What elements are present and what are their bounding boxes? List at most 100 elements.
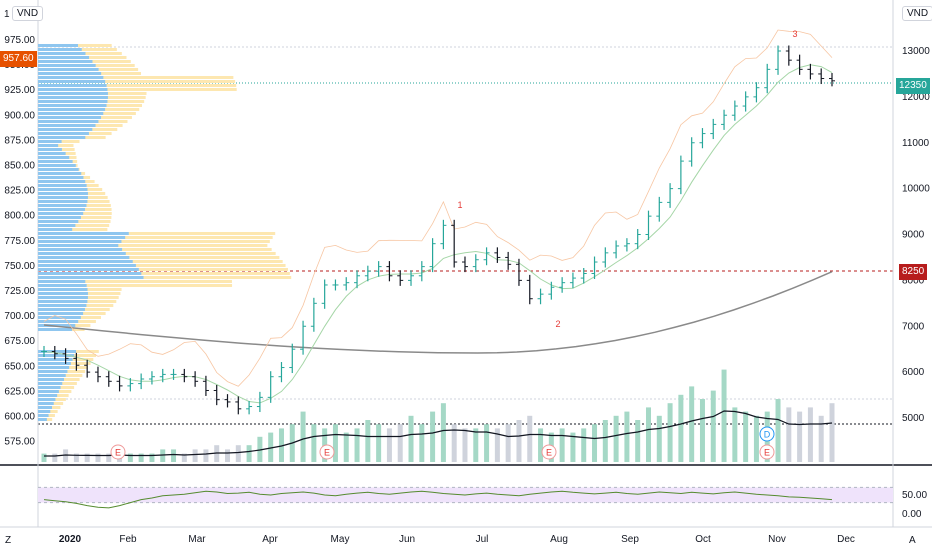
profile-buy-row — [38, 52, 86, 55]
profile-buy-row — [38, 260, 133, 263]
time-axis-tick: Mar — [188, 534, 206, 545]
profile-buy-row — [38, 180, 86, 183]
volume-bar — [73, 453, 79, 462]
volume-bar — [225, 449, 231, 462]
profile-buy-row — [38, 324, 76, 327]
marker-label: E — [764, 448, 770, 458]
time-axis-tick: Sep — [621, 534, 639, 545]
volume-bar — [430, 411, 436, 462]
profile-buy-row — [38, 144, 59, 147]
volume-bar — [440, 403, 446, 462]
profile-buy-row — [38, 156, 70, 159]
volume-bar — [181, 453, 187, 462]
profile-buy-row — [38, 128, 93, 131]
left-axis-tick: 600.00 — [4, 412, 35, 423]
right-axis-tick: 10000 — [902, 184, 930, 195]
volume-bar — [592, 424, 598, 462]
left-axis-tick: 825.00 — [4, 186, 35, 197]
volume-bar — [203, 449, 209, 462]
profile-buy-row — [38, 108, 106, 111]
profile-sell-row — [38, 264, 286, 267]
marker-circle — [759, 426, 775, 442]
time-axis-tick: Dec — [837, 534, 855, 545]
auto-scale-toggle[interactable]: A — [909, 535, 916, 546]
volume-bar — [797, 411, 803, 462]
left-axis-tick: 800.00 — [4, 211, 35, 222]
profile-buy-row — [38, 172, 82, 175]
upper-band-line — [43, 29, 833, 387]
profile-buy-row — [38, 402, 54, 405]
volume-bar — [635, 420, 641, 462]
profile-buy-row — [38, 418, 47, 421]
right-axis-tick: 13000 — [902, 46, 930, 57]
volume-bar — [332, 424, 338, 462]
profile-buy-row — [38, 362, 71, 365]
time-axis-tick: Feb — [119, 534, 137, 545]
profile-buy-row — [38, 354, 75, 357]
volume-bar — [743, 411, 749, 462]
profile-buy-row — [38, 378, 64, 381]
interval-prefix: 1 — [4, 9, 10, 20]
marker-circle — [541, 444, 557, 460]
left-axis-tick: 675.00 — [4, 336, 35, 347]
volume-bar — [710, 390, 716, 462]
price-bars — [41, 45, 835, 415]
profile-buy-row — [38, 192, 88, 195]
right-currency-label[interactable]: VND — [902, 6, 932, 21]
volume-bar — [386, 428, 392, 462]
left-axis-tick: 650.00 — [4, 361, 35, 372]
profile-buy-row — [38, 394, 58, 397]
rsi-axis-tick: 50.00 — [902, 490, 927, 501]
left-axis-tick: 925.00 — [4, 85, 35, 96]
profile-buy-row — [38, 312, 84, 315]
profile-buy-row — [38, 284, 87, 287]
profile-buy-row — [38, 168, 79, 171]
rsi-pane — [38, 486, 893, 509]
profile-buy-row — [38, 236, 126, 239]
right-axis-tick: 5000 — [902, 413, 925, 424]
zoom-toggle[interactable]: Z — [5, 535, 12, 546]
profile-sell-row — [38, 248, 272, 251]
short-moving-average — [43, 64, 833, 404]
profile-buy-row — [38, 316, 81, 319]
left-axis-tick: 625.00 — [4, 386, 35, 397]
profile-sell-row — [38, 84, 237, 87]
profile-buy-row — [38, 256, 130, 259]
profile-buy-row — [38, 252, 126, 255]
time-axis-tick: Jul — [476, 534, 489, 545]
volume-bar — [829, 403, 835, 462]
profile-buy-row — [38, 64, 96, 67]
profile-buy-row — [38, 296, 88, 299]
volume-bar — [354, 428, 360, 462]
volume-bar — [246, 445, 252, 462]
profile-sell-row — [38, 236, 273, 239]
right-axis-tick: 7000 — [902, 321, 925, 332]
profile-buy-row — [38, 60, 93, 63]
profile-buy-row — [38, 196, 88, 199]
profile-buy-row — [38, 288, 88, 291]
profile-buy-row — [38, 80, 106, 83]
volume-bar — [473, 428, 479, 462]
volume-bar — [365, 420, 371, 462]
profile-buy-row — [38, 124, 96, 127]
volume-bar — [376, 424, 382, 462]
volume-bar — [192, 449, 198, 462]
volume-bar — [505, 424, 511, 462]
volume-profile — [38, 44, 292, 421]
profile-buy-row — [38, 276, 144, 279]
volume-bar — [581, 428, 587, 462]
profile-buy-row — [38, 56, 90, 59]
left-currency-label[interactable]: VND — [12, 6, 44, 21]
volume-bar — [624, 411, 630, 462]
volume-ma-line — [44, 410, 833, 457]
profile-buy-row — [38, 188, 88, 191]
profile-buy-row — [38, 264, 136, 267]
profile-buy-row — [38, 208, 86, 211]
volume-bar — [721, 369, 727, 462]
profile-buy-row — [38, 96, 108, 99]
time-axis-tick: Aug — [550, 534, 568, 545]
time-axis-tick: Oct — [695, 534, 711, 545]
volume-bar — [127, 453, 133, 462]
